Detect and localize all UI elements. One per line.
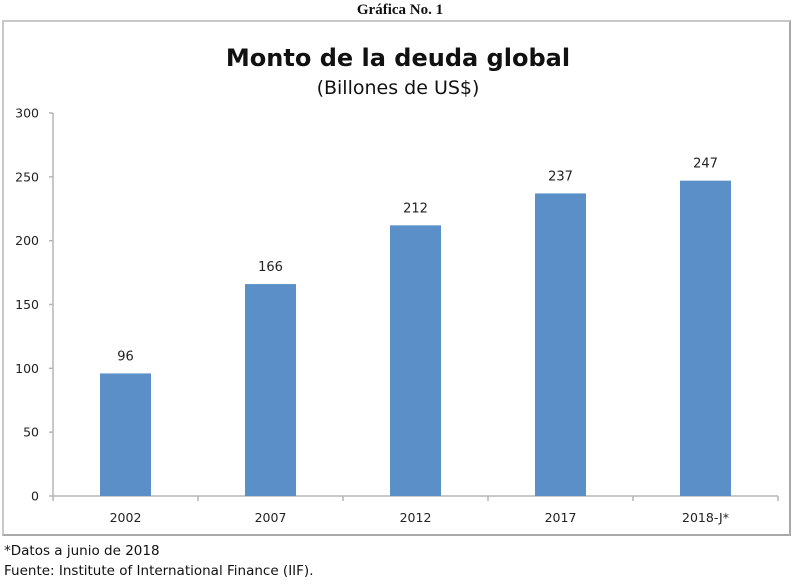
page-caption: Gráfica No. 1 bbox=[356, 2, 444, 18]
bar-2012 bbox=[390, 225, 441, 496]
x-tick-label: 2012 bbox=[400, 510, 432, 525]
bar-2007 bbox=[245, 284, 296, 496]
y-tick-label: 50 bbox=[23, 425, 39, 440]
y-tick-label: 300 bbox=[15, 106, 39, 121]
bar-2002 bbox=[100, 373, 151, 496]
bar-2017 bbox=[535, 193, 586, 496]
y-tick-label: 100 bbox=[15, 361, 39, 376]
chart-title: Monto de la deuda global bbox=[226, 44, 570, 72]
chart-subtitle: (Billones de US$) bbox=[317, 77, 480, 99]
x-tick-label: 2017 bbox=[545, 510, 577, 525]
data-label: 247 bbox=[693, 157, 718, 172]
bars bbox=[100, 180, 731, 496]
x-tick-label: 2018-J* bbox=[682, 510, 729, 525]
source-note: Fuente: Institute of International Finan… bbox=[4, 563, 314, 579]
y-tick-label: 0 bbox=[31, 489, 39, 504]
footnote: *Datos a junio de 2018 bbox=[4, 543, 160, 559]
x-axis: 2002 2007 2012 2017 2018-J* bbox=[52, 495, 779, 525]
data-label: 96 bbox=[117, 349, 134, 364]
data-labels: 96 166 212 237 247 bbox=[117, 157, 718, 365]
bar-2018-J* bbox=[680, 180, 731, 496]
data-label: 166 bbox=[258, 260, 283, 275]
x-tick-label: 2002 bbox=[110, 510, 142, 525]
data-label: 237 bbox=[548, 169, 573, 184]
y-tick-label: 250 bbox=[15, 169, 39, 184]
data-label: 212 bbox=[403, 201, 428, 216]
y-tick-label: 150 bbox=[15, 297, 39, 312]
y-axis: 0 50 100 150 200 250 300 bbox=[15, 106, 54, 504]
y-tick-label: 200 bbox=[15, 233, 39, 248]
x-tick-label: 2007 bbox=[255, 510, 287, 525]
